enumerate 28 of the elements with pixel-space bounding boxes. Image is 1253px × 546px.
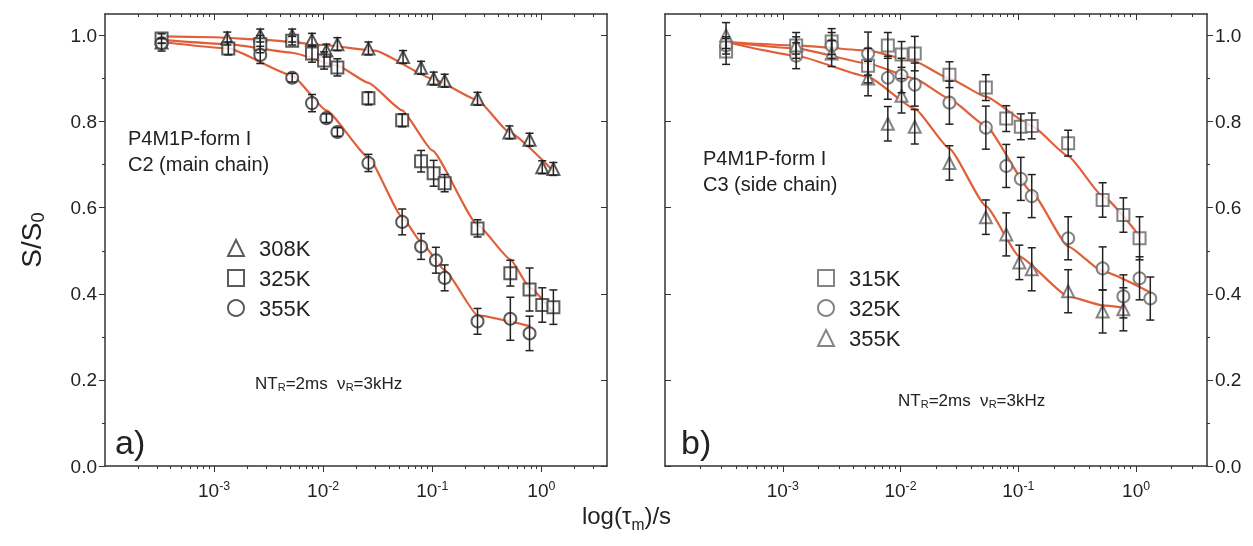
legend-label: 325K — [259, 265, 311, 291]
x-axis-title: log(τ$_{m}$)/s — [581, 502, 672, 533]
y2-tick-label: 1.0 — [1215, 25, 1242, 47]
y2-tick-label: 0.2 — [1215, 369, 1242, 391]
annotation: NTR=2ms νR=3kHz — [255, 374, 403, 394]
y2-tick-label: 0.4 — [1215, 283, 1242, 305]
y-tick-label: 0.4 — [70, 283, 98, 305]
y-tick-label: 0.8 — [70, 111, 97, 133]
annotation: a) — [115, 423, 146, 461]
legend-label: 308K — [259, 235, 311, 261]
y-tick-label: 0.6 — [70, 197, 97, 219]
y-axis-title: S/S0 — [16, 212, 48, 268]
y-tick-label: 0.2 — [70, 369, 97, 391]
y2-tick-label: 0.8 — [1215, 111, 1242, 133]
legend-label: 355K — [849, 325, 901, 351]
annotation: b) — [681, 423, 712, 461]
annotation: C3 (side chain) — [703, 173, 838, 195]
legend-label: 315K — [849, 265, 901, 291]
annotation: P4M1P-form I — [703, 147, 827, 169]
annotation: C2 (main chain) — [128, 153, 270, 175]
y-tick-label: 1.0 — [70, 25, 97, 47]
y-tick-label: 0.0 — [70, 455, 97, 477]
legend-label: 355K — [259, 295, 311, 321]
annotation: P4M1P-form I — [128, 127, 252, 149]
y2-tick-label: 0.0 — [1215, 455, 1242, 477]
annotation: NTR=2ms νR=3kHz — [898, 391, 1046, 411]
legend-label: 325K — [849, 295, 901, 321]
y2-tick-label: 0.6 — [1215, 197, 1242, 219]
